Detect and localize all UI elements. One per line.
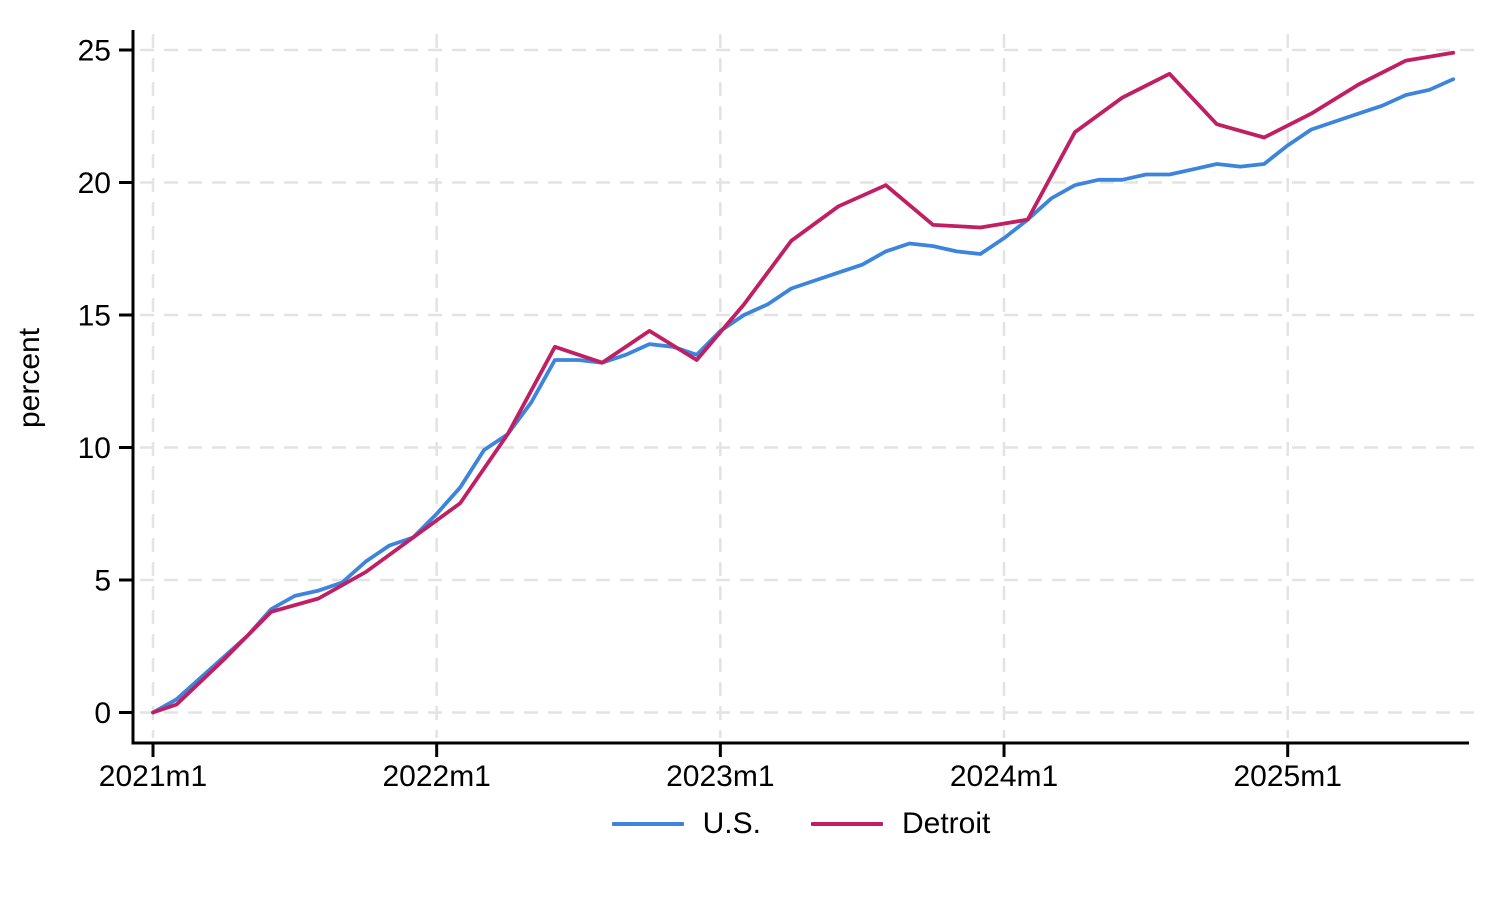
y-axis-title: percent	[13, 327, 46, 429]
x-tick-label: 2022m1	[382, 760, 490, 793]
legend-line-swatch-us	[611, 822, 684, 826]
y-tick-label: 15	[78, 300, 111, 333]
y-tick-label: 5	[94, 565, 111, 598]
legend: U.S. Detroit	[133, 806, 1469, 842]
y-tick-label: 25	[78, 35, 111, 68]
series-line-detroit	[151, 50, 1456, 715]
x-tick-label: 2021m1	[99, 760, 207, 793]
legend-label-us: U.S.	[702, 807, 761, 840]
y-tick-label: 20	[78, 167, 111, 200]
y-tick-label: 0	[94, 697, 111, 730]
x-tick-label: 2025m1	[1233, 760, 1341, 793]
series-line-us	[151, 77, 1456, 715]
x-tick-label: 2023m1	[666, 760, 774, 793]
y-tick-label: 10	[78, 432, 111, 465]
x-tick-label: 2024m1	[950, 760, 1058, 793]
legend-line-swatch-detroit	[811, 822, 883, 826]
legend-item-us: U.S.	[611, 806, 761, 842]
legend-item-detroit: Detroit	[811, 806, 990, 842]
legend-label-detroit: Detroit	[902, 807, 991, 840]
